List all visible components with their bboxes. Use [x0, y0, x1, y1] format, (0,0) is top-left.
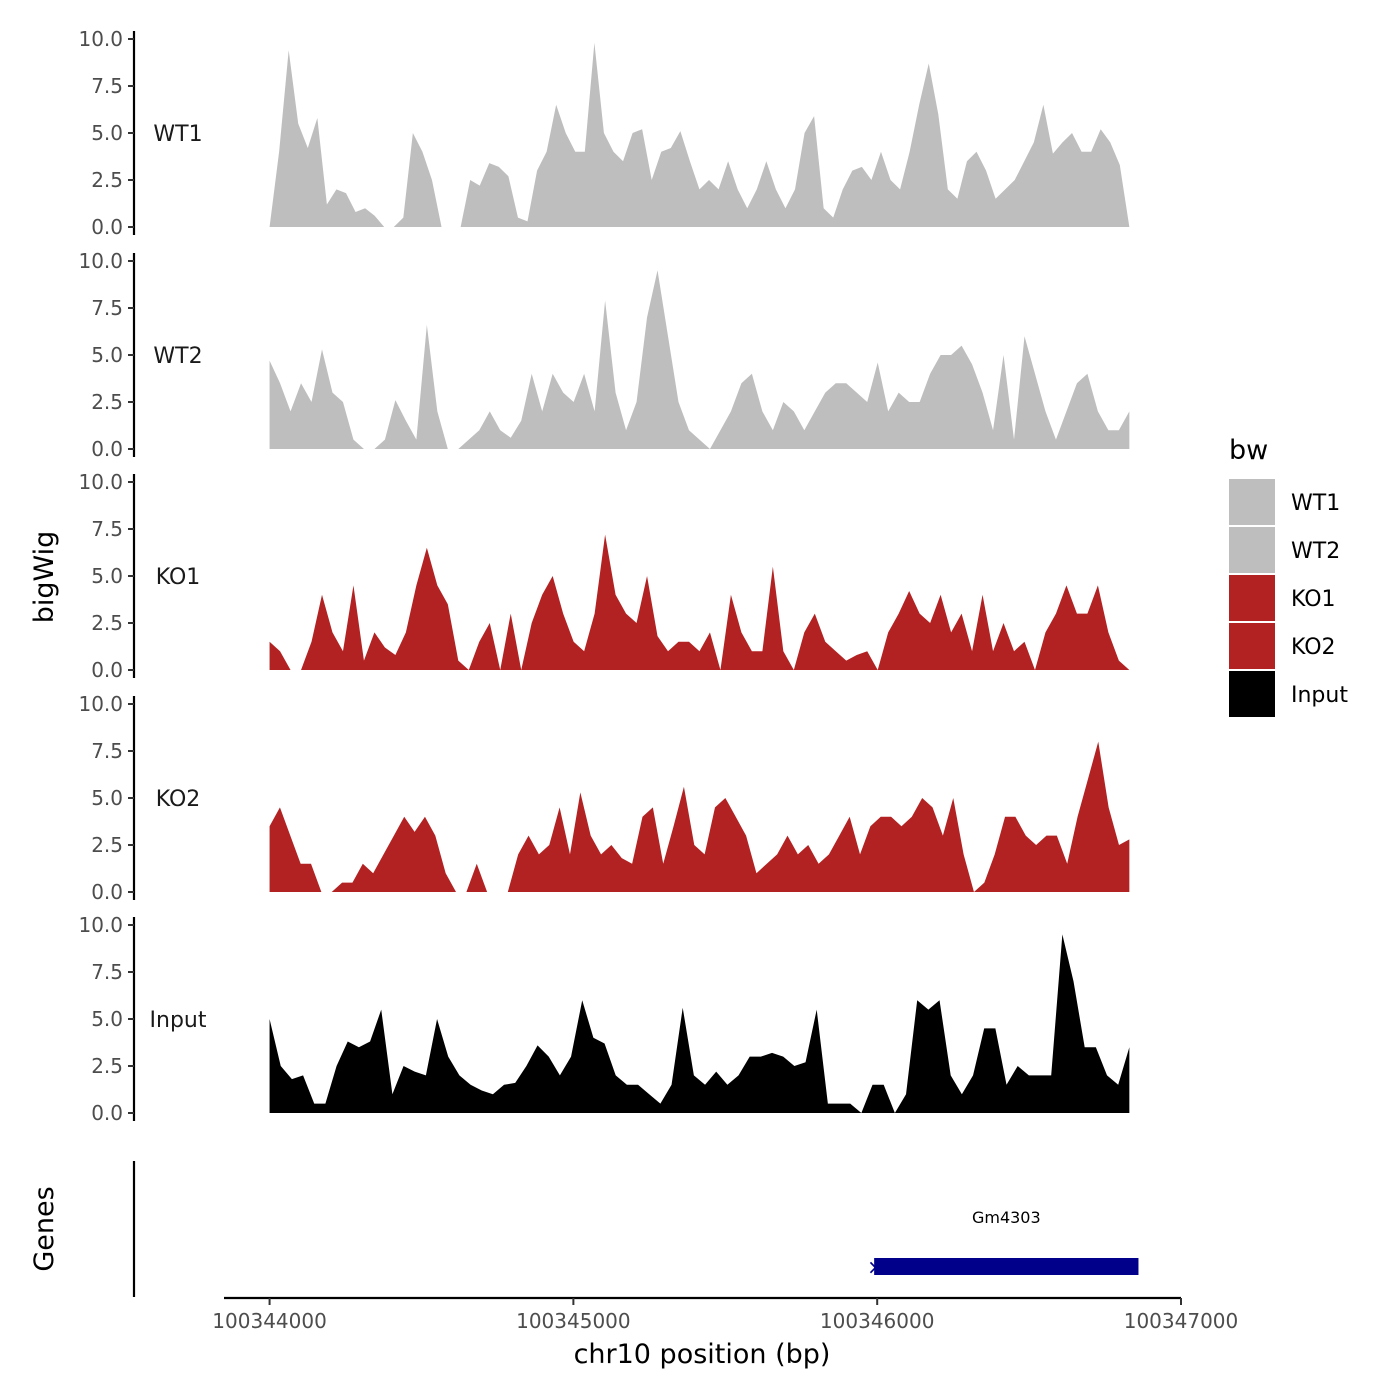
legend-label-input: Input	[1291, 683, 1348, 708]
area-wt2	[269, 270, 1130, 449]
legend-title: bw	[1229, 435, 1268, 466]
y-tick-label: 7.5	[91, 517, 123, 541]
legend-label-ko2: KO2	[1291, 635, 1336, 660]
legend: bw WT1 WT2 KO1 KO2 Input	[1229, 435, 1348, 717]
gene-bar	[874, 1258, 1139, 1275]
legend-key-ko2	[1229, 623, 1275, 669]
y-tick-label: 2.5	[91, 611, 123, 635]
x-tick-label: 100344000	[212, 1309, 327, 1333]
area-ko2	[269, 741, 1130, 892]
legend-label-wt1: WT1	[1291, 491, 1340, 516]
x-axis-title: chr10 position (bp)	[574, 1339, 831, 1370]
legend-key-wt1	[1229, 479, 1275, 525]
y-tick-label: 10.0	[78, 913, 123, 937]
y-tick-label: 10.0	[78, 692, 123, 716]
y-tick-label: 5.0	[91, 343, 123, 367]
y-tick-label: 5.0	[91, 564, 123, 588]
y-tick-label: 0.0	[91, 1101, 123, 1125]
bigwig-tracks: 0.02.55.07.510.0WT10.02.55.07.510.0WT20.…	[78, 27, 1130, 1125]
legend-label-wt2: WT2	[1291, 539, 1340, 564]
track-wt1: 0.0 2.5 5.0 7.5 10.0 WT1	[78, 27, 1130, 239]
y-tick-label: 5.0	[91, 121, 123, 145]
track-label-input: Input	[150, 1008, 207, 1033]
x-axis: 100344000 100345000 100346000 100347000	[212, 1296, 1239, 1333]
track-ko1: 0.0 2.5 5.0 7.5 10.0 KO1	[78, 470, 1130, 682]
track-ko2: 0.0 2.5 5.0 7.5 10.0 KO2	[78, 692, 1130, 904]
strand-marker-icon: ×	[867, 1255, 884, 1279]
x-tick-label: 100345000	[516, 1309, 631, 1333]
x-tick-label: 100346000	[820, 1309, 935, 1333]
legend-label-ko1: KO1	[1291, 587, 1336, 612]
y-tick-label: 0.0	[91, 880, 123, 904]
y-tick-label: 7.5	[91, 296, 123, 320]
y-tick-label: 2.5	[91, 168, 123, 192]
y-tick-label: 10.0	[78, 249, 123, 273]
track-wt2: 0.0 2.5 5.0 7.5 10.0 WT2	[78, 249, 1130, 461]
y-tick-label: 2.5	[91, 833, 123, 857]
y-tick-label: 2.5	[91, 1054, 123, 1078]
track-input: 0.0 2.5 5.0 7.5 10.0 Input	[78, 913, 1130, 1125]
legend-key-input	[1229, 671, 1275, 717]
legend-key-wt2	[1229, 527, 1275, 573]
x-tick-label: 100347000	[1124, 1309, 1239, 1333]
area-input	[269, 934, 1130, 1113]
track-label-ko1: KO1	[156, 565, 201, 590]
y-tick-label: 10.0	[78, 470, 123, 494]
y-tick-label: 2.5	[91, 390, 123, 414]
genes-axis-title: Genes	[29, 1186, 60, 1271]
track-label-ko2: KO2	[156, 787, 201, 812]
gene-label: Gm4303	[972, 1208, 1041, 1227]
y-axis-title: bigWig	[29, 531, 60, 624]
genes-track: × Gm4303	[132, 1161, 1139, 1297]
track-label-wt1: WT1	[153, 122, 202, 147]
legend-key-ko1	[1229, 575, 1275, 621]
area-wt1	[269, 42, 1130, 228]
y-tick-label: 10.0	[78, 27, 123, 51]
y-tick-label: 0.0	[91, 437, 123, 461]
y-tick-label: 7.5	[91, 74, 123, 98]
y-tick-label: 0.0	[91, 215, 123, 239]
area-ko1	[269, 534, 1130, 670]
y-tick-label: 7.5	[91, 739, 123, 763]
track-label-wt2: WT2	[153, 344, 202, 369]
y-tick-label: 0.0	[91, 658, 123, 682]
y-tick-label: 5.0	[91, 1007, 123, 1031]
y-tick-label: 7.5	[91, 960, 123, 984]
y-tick-label: 5.0	[91, 786, 123, 810]
